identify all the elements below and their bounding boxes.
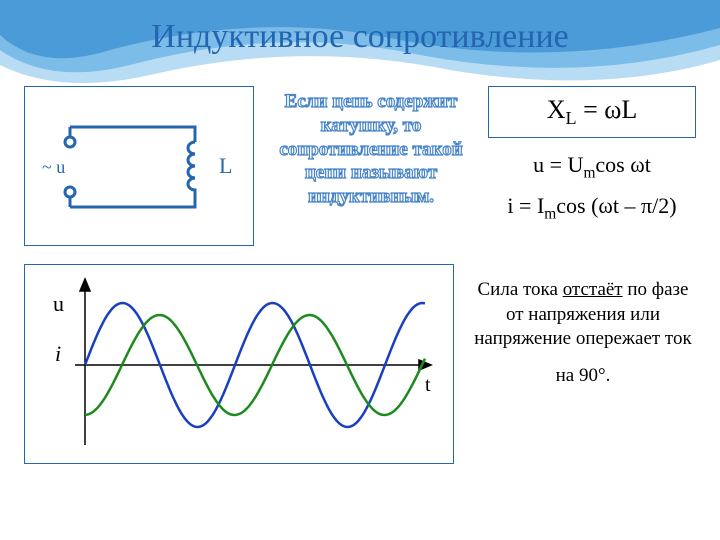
t-axis-label: t <box>425 374 431 396</box>
u-axis-label: u <box>53 291 64 316</box>
circuit-diagram: ~ u L <box>24 86 254 246</box>
inductor-label: L <box>219 153 232 178</box>
description-text: Если цепь содержит катушку, то сопротивл… <box>266 86 476 209</box>
phase-explanation: Сила тока отстаёт по фазе от напряжения … <box>470 264 696 389</box>
source-label: ~ u <box>42 157 65 177</box>
voltage-formula: u = Umcos ωt <box>488 152 696 182</box>
reactance-formula: XL = ωL <box>488 86 696 138</box>
current-formula: i = Imcos (ωt – π/2) <box>488 193 696 223</box>
formulas-block: XL = ωL u = Umcos ωt i = Imcos (ωt – π/2… <box>488 86 696 233</box>
waveform-graph: u i t <box>24 264 454 464</box>
i-axis-label: i <box>55 341 61 366</box>
page-title: Индуктивное сопротивление <box>0 0 720 56</box>
